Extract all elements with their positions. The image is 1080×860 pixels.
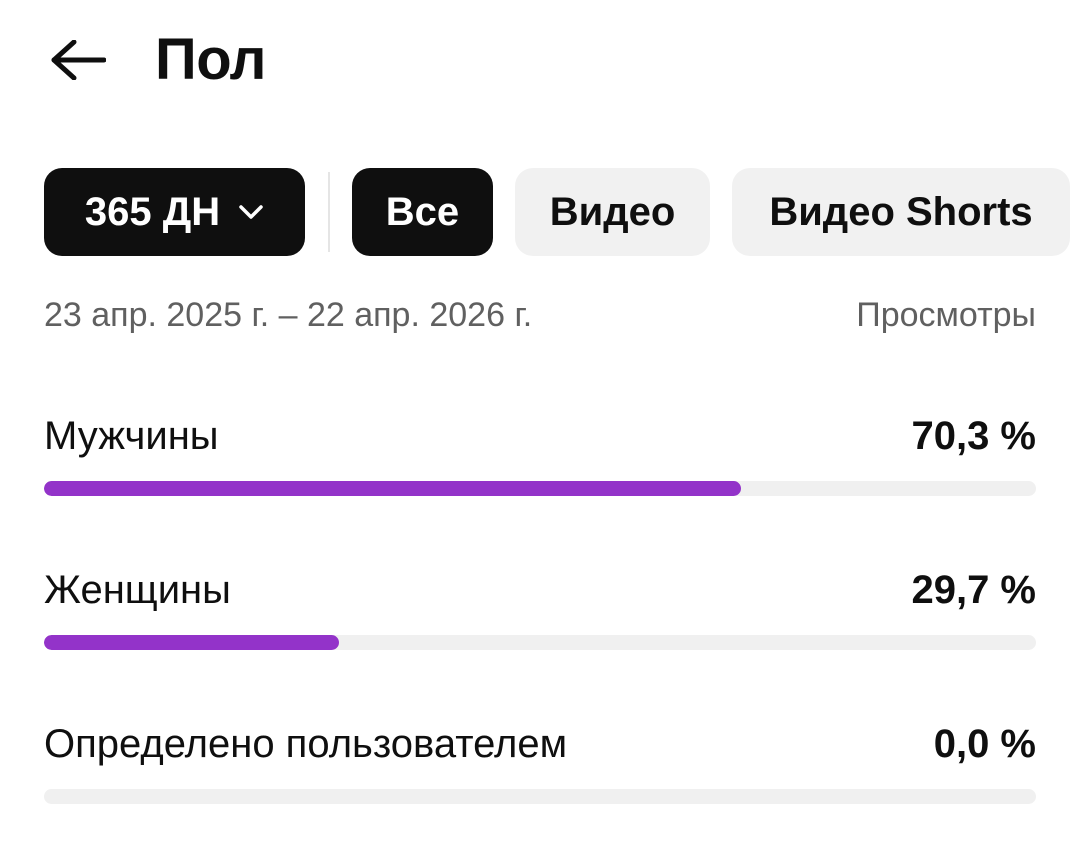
stat-label: Женщины [44,568,231,612]
app-header: Пол [0,0,1080,125]
stat-row-female: Женщины 29,7 % [44,566,1036,656]
back-button[interactable] [44,28,112,92]
stat-value: 29,7 % [911,568,1036,612]
progress-track [44,481,1036,496]
filter-bar: 365 ДН Все Видео Видео Shorts [44,168,1074,256]
date-range: 23 апр. 2025 г. – 22 апр. 2026 г. [44,296,533,334]
progress-bar-male [44,481,742,496]
progress-track [44,635,1036,650]
summary-row: 23 апр. 2025 г. – 22 апр. 2026 г. Просмо… [44,296,1036,346]
metric-label: Просмотры [856,296,1036,334]
stat-value: 0,0 % [933,722,1036,766]
filter-chip-all[interactable]: Все [352,168,493,256]
arrow-left-icon [51,40,106,80]
period-dropdown[interactable]: 365 ДН [44,168,305,256]
stat-value: 70,3 % [911,414,1036,458]
chevron-down-icon [238,204,264,220]
stat-row-user-defined: Определено пользователем 0,0 % [44,720,1036,810]
page-title: Пол [155,27,267,92]
filter-divider [328,172,330,252]
filter-chip-video[interactable]: Видео [515,168,710,256]
progress-bar-female [44,635,339,650]
period-label: 365 ДН [84,189,221,234]
stat-label: Мужчины [44,414,219,458]
stat-label: Определено пользователем [44,722,568,766]
progress-track [44,789,1036,804]
stat-row-male: Мужчины 70,3 % [44,412,1036,502]
filter-chip-shorts[interactable]: Видео Shorts [732,168,1070,256]
